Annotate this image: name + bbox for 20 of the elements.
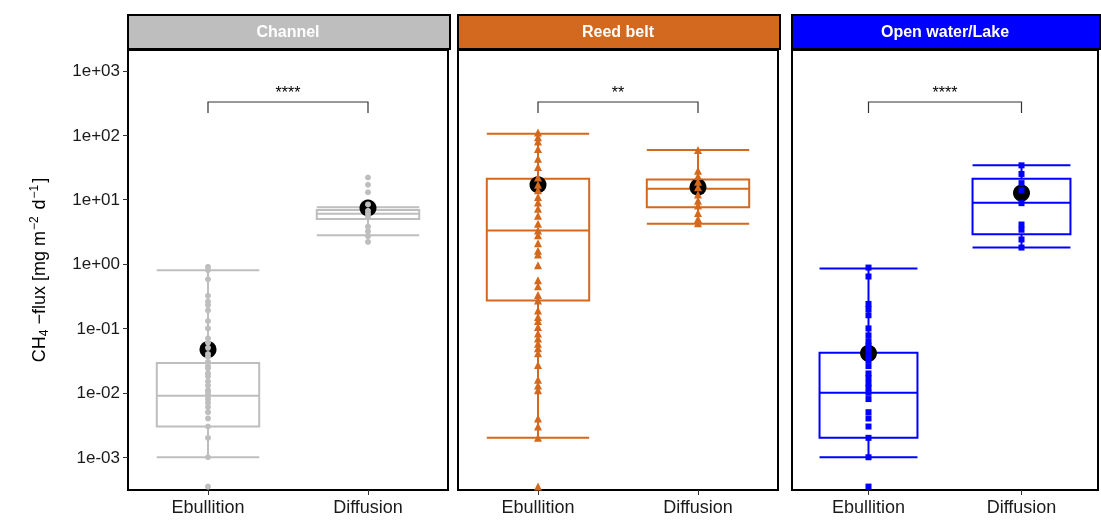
y-axis-title: CH4 −flux [mg m−2 d−1] <box>27 177 51 363</box>
chart-title: Open water/Lake <box>880 22 1010 40</box>
x-tick-label: Ebullition <box>501 497 575 517</box>
annotation: ** <box>611 83 625 101</box>
x-tick-label: Diffusion <box>986 497 1057 517</box>
chart-title: Channel <box>256 22 320 40</box>
y-tick-label: 1e-03 <box>76 447 120 467</box>
y-tick-label: 1e-01 <box>76 318 120 338</box>
y-tick-label: 1e+01 <box>72 190 120 210</box>
annotation: **** <box>932 83 958 101</box>
y-tick-label: 1e+00 <box>72 254 120 274</box>
y-tick-label: 1e+03 <box>72 61 120 81</box>
chart-title: Reed belt <box>581 22 655 40</box>
x-tick-label: Diffusion <box>333 497 403 517</box>
x-tick-label: Diffusion <box>663 497 733 517</box>
x-tick-label: Ebullition <box>171 497 245 517</box>
x-tick-label: Ebullition <box>831 497 906 517</box>
y-tick-label: 1e-02 <box>76 383 120 403</box>
annotation: **** <box>275 83 301 101</box>
y-tick-label: 1e+02 <box>72 125 120 145</box>
